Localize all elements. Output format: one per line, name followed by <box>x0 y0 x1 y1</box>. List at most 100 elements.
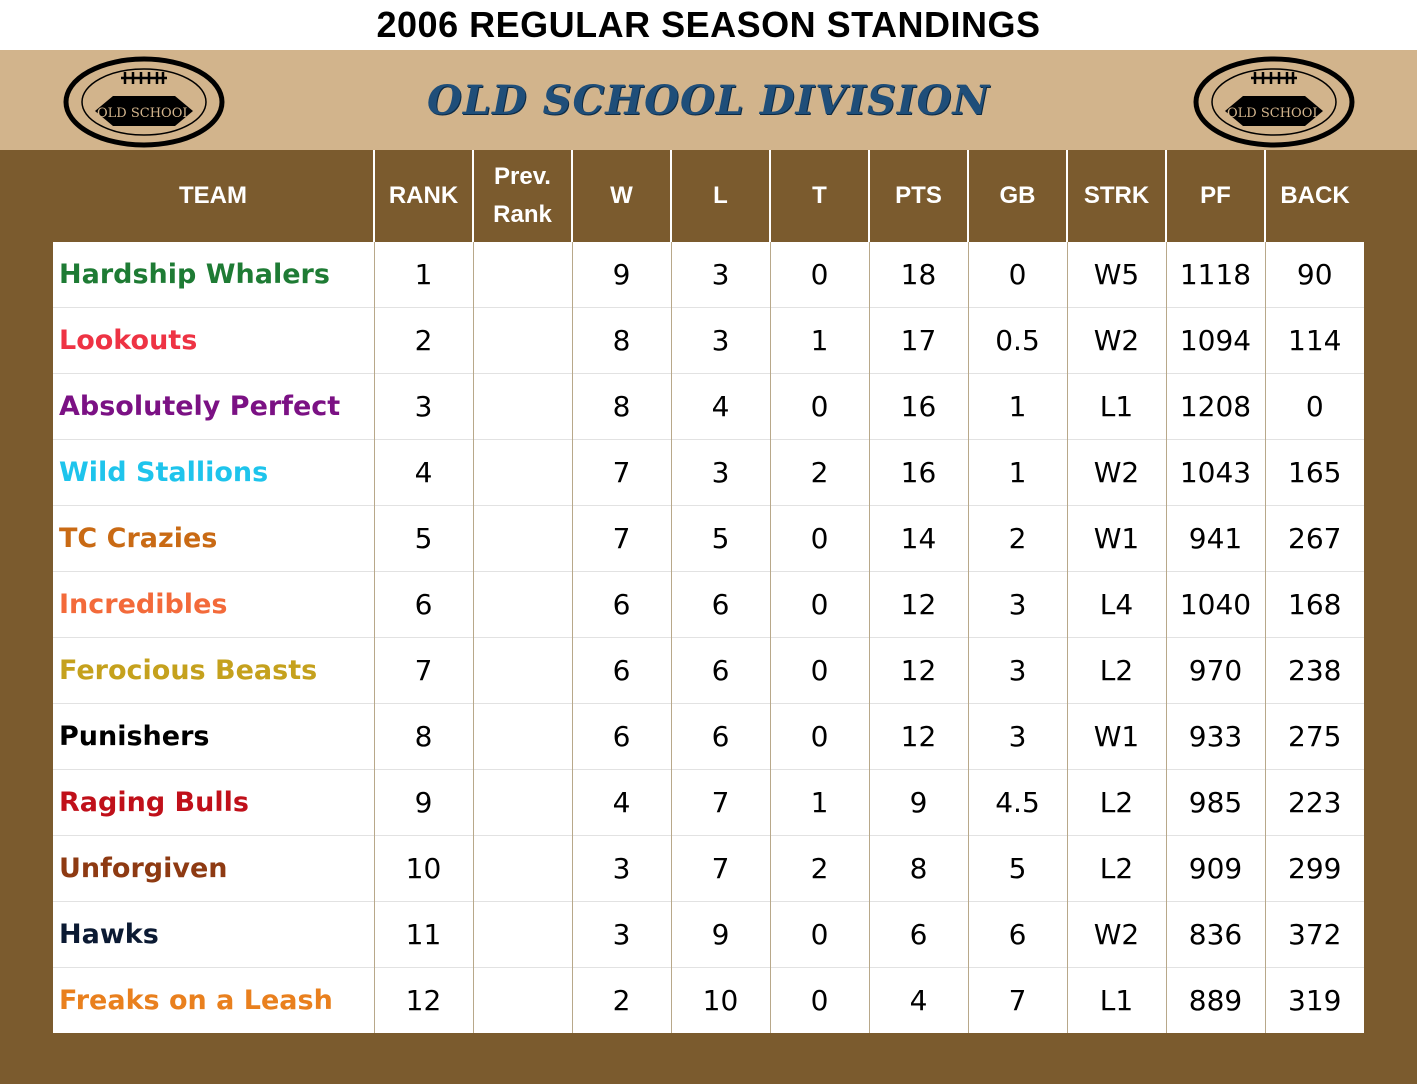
col-prev-rank-header: Prev. Rank <box>472 150 572 242</box>
points-for-cell: 1118 <box>1165 242 1265 308</box>
prev-rank-cell <box>472 242 572 308</box>
wins-cell: 3 <box>571 901 671 968</box>
points-cell: 12 <box>868 703 968 770</box>
points-cell: 12 <box>868 571 968 638</box>
back-cell: 319 <box>1264 967 1364 1033</box>
football-logo-icon: THE OLD SCHOOL <box>63 56 225 148</box>
col-gb-header: GB <box>967 150 1067 242</box>
points-for-cell: 1094 <box>1165 307 1265 374</box>
streak-cell: W5 <box>1066 242 1166 308</box>
streak-cell: L2 <box>1066 769 1166 836</box>
page-title: 2006 REGULAR SEASON STANDINGS <box>376 4 1041 45</box>
points-for-cell: 909 <box>1165 835 1265 902</box>
col-rank-header: RANK <box>373 150 473 242</box>
games-back-cell: 1 <box>967 373 1067 440</box>
svg-text:THE: THE <box>1267 87 1280 94</box>
standings-table: TEAM RANK Prev. Rank W L T PTS GB STRK PF… <box>53 150 1364 1033</box>
rank-cell: 11 <box>373 901 473 968</box>
ties-cell: 0 <box>769 967 869 1033</box>
svg-text:THE: THE <box>137 87 150 94</box>
table-row: Lookouts 2 8 3 1 17 0.5 W2 1094 114 <box>53 307 1364 374</box>
points-cell: 14 <box>868 505 968 572</box>
losses-cell: 3 <box>670 242 770 308</box>
back-cell: 238 <box>1264 637 1364 704</box>
table-row: Freaks on a Leash 12 2 10 0 4 7 L1 889 319 <box>53 967 1364 1033</box>
games-back-cell: 0.5 <box>967 307 1067 374</box>
rank-cell: 3 <box>373 373 473 440</box>
ties-cell: 0 <box>769 901 869 968</box>
points-cell: 6 <box>868 901 968 968</box>
streak-cell: W2 <box>1066 901 1166 968</box>
wins-cell: 6 <box>571 571 671 638</box>
ties-cell: 0 <box>769 242 869 308</box>
points-cell: 16 <box>868 373 968 440</box>
team-name-cell: Ferocious Beasts <box>53 637 374 704</box>
ties-cell: 0 <box>769 637 869 704</box>
table-row: Wild Stallions 4 7 3 2 16 1 W2 1043 165 <box>53 439 1364 506</box>
football-logo-icon: THE OLD SCHOOL <box>1193 56 1355 148</box>
wins-cell: 2 <box>571 967 671 1033</box>
back-cell: 165 <box>1264 439 1364 506</box>
standings-body: Hardship Whalers 1 9 3 0 18 0 W5 1118 90 Lookouts 2… <box>53 242 1364 1033</box>
division-banner: OLD SCHOOL DIVISION THE OLD SCHOOL THE O… <box>0 50 1417 150</box>
prev-rank-cell <box>472 901 572 968</box>
wins-cell: 4 <box>571 769 671 836</box>
prev-rank-line-2: Rank <box>493 201 552 228</box>
streak-cell: L1 <box>1066 373 1166 440</box>
prev-rank-cell <box>472 373 572 440</box>
table-row: Hawks 11 3 9 0 6 6 W2 836 372 <box>53 901 1364 968</box>
streak-cell: L2 <box>1066 637 1166 704</box>
losses-cell: 9 <box>670 901 770 968</box>
games-back-cell: 4.5 <box>967 769 1067 836</box>
prev-rank-cell <box>472 967 572 1033</box>
col-pts-header: PTS <box>868 150 968 242</box>
prev-rank-cell <box>472 439 572 506</box>
games-back-cell: 3 <box>967 637 1067 704</box>
points-for-cell: 941 <box>1165 505 1265 572</box>
back-cell: 0 <box>1264 373 1364 440</box>
wins-cell: 8 <box>571 307 671 374</box>
header-row: TEAM RANK Prev. Rank W L T PTS GB STRK PF… <box>53 150 1364 242</box>
team-name-cell: Hardship Whalers <box>53 242 374 308</box>
back-cell: 299 <box>1264 835 1364 902</box>
team-name-cell: Punishers <box>53 703 374 770</box>
title-bar: 2006 REGULAR SEASON STANDINGS <box>0 0 1417 50</box>
team-name-cell: Absolutely Perfect <box>53 373 374 440</box>
losses-cell: 5 <box>670 505 770 572</box>
table-row: Absolutely Perfect 3 8 4 0 16 1 L1 1208 0 <box>53 373 1364 440</box>
ties-cell: 2 <box>769 835 869 902</box>
points-cell: 17 <box>868 307 968 374</box>
rank-cell: 1 <box>373 242 473 308</box>
losses-cell: 10 <box>670 967 770 1033</box>
wins-cell: 7 <box>571 505 671 572</box>
table-row: TC Crazies 5 7 5 0 14 2 W1 941 267 <box>53 505 1364 572</box>
games-back-cell: 1 <box>967 439 1067 506</box>
prev-rank-cell <box>472 835 572 902</box>
losses-cell: 3 <box>670 307 770 374</box>
losses-cell: 6 <box>670 703 770 770</box>
col-pf-header: PF <box>1165 150 1265 242</box>
losses-cell: 4 <box>670 373 770 440</box>
points-cell: 4 <box>868 967 968 1033</box>
division-title: OLD SCHOOL DIVISION <box>427 76 990 124</box>
streak-cell: W2 <box>1066 307 1166 374</box>
games-back-cell: 5 <box>967 835 1067 902</box>
points-cell: 9 <box>868 769 968 836</box>
streak-cell: L4 <box>1066 571 1166 638</box>
col-back-header: BACK <box>1264 150 1364 242</box>
losses-cell: 7 <box>670 835 770 902</box>
col-l-header: L <box>670 150 770 242</box>
team-name-cell: Unforgiven <box>53 835 374 902</box>
wins-cell: 8 <box>571 373 671 440</box>
streak-cell: L2 <box>1066 835 1166 902</box>
back-cell: 372 <box>1264 901 1364 968</box>
games-back-cell: 7 <box>967 967 1067 1033</box>
rank-cell: 12 <box>373 967 473 1033</box>
points-cell: 12 <box>868 637 968 704</box>
back-cell: 114 <box>1264 307 1364 374</box>
ties-cell: 0 <box>769 571 869 638</box>
games-back-cell: 6 <box>967 901 1067 968</box>
prev-rank-cell <box>472 637 572 704</box>
wins-cell: 7 <box>571 439 671 506</box>
table-row: Raging Bulls 9 4 7 1 9 4.5 L2 985 223 <box>53 769 1364 836</box>
